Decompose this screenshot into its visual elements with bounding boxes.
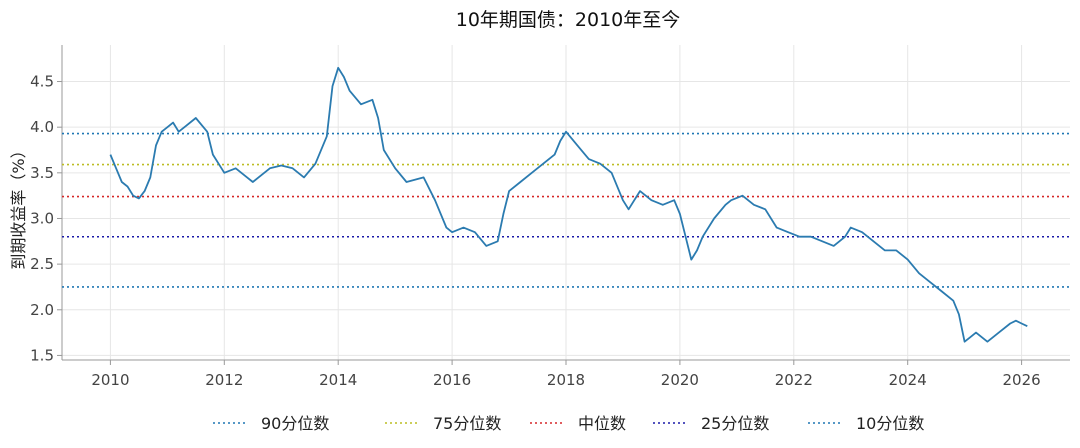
x-tick-label: 2014: [319, 371, 357, 389]
legend-label: 75分位数: [433, 414, 501, 433]
legend-item: 75分位数: [385, 414, 501, 433]
legend-item: 25分位数: [653, 414, 769, 433]
tick-labels: 1.5 2.0 2.5 3.0 3.5 4.0 4.5 2010 2012 2014 2016 201…: [30, 73, 1041, 389]
x-tick-label: 2016: [433, 371, 471, 389]
axes: [57, 45, 1070, 365]
x-tick-label: 2022: [775, 371, 813, 389]
legend-item: 10分位数: [808, 414, 924, 433]
series-line: [109, 66, 1028, 343]
x-tick-label: 2018: [547, 371, 585, 389]
x-tick-label: 2020: [661, 371, 699, 389]
y-axis-label: 到期收益率（%）: [9, 142, 28, 269]
x-tick-label: 2012: [205, 371, 243, 389]
legend-label: 25分位数: [701, 414, 769, 433]
series-layer: [109, 66, 1028, 343]
legend-label: 90分位数: [261, 414, 329, 433]
y-tick-label: 3.5: [30, 164, 54, 182]
legend-label: 10分位数: [856, 414, 924, 433]
y-tick-label: 2.0: [30, 301, 54, 319]
x-tick-label: 2026: [1002, 371, 1040, 389]
y-tick-label: 2.5: [30, 255, 54, 273]
legend-item: 中位数: [530, 414, 626, 433]
legend: 90分位数 75分位数 中位数 25分位数 10分位数: [213, 414, 924, 433]
x-tick-label: 2010: [91, 371, 129, 389]
x-tick-label: 2024: [889, 371, 927, 389]
reference-lines: [62, 132, 1070, 288]
y-tick-label: 3.0: [30, 209, 54, 227]
grid-lines: [62, 45, 1070, 360]
y-tick-label: 4.5: [30, 73, 54, 91]
y-tick-label: 1.5: [30, 346, 54, 364]
chart-title: 10年期国债：2010年至今: [456, 9, 681, 31]
legend-label: 中位数: [578, 414, 626, 433]
y-tick-label: 4.0: [30, 118, 54, 136]
legend-item: 90分位数: [213, 414, 329, 433]
